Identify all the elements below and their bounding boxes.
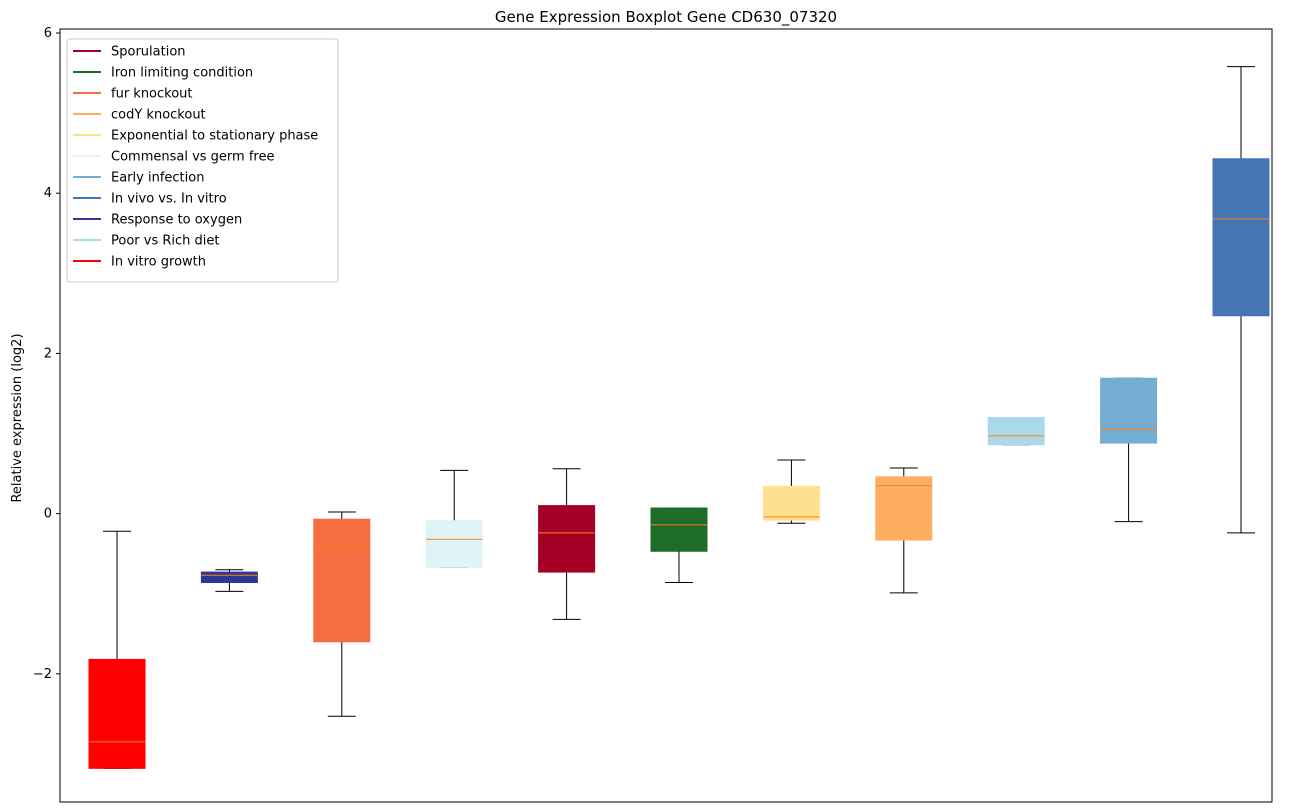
legend-label: In vitro growth [111,255,206,270]
iqr-box [88,658,146,769]
chart-title: Gene Expression Boxplot Gene CD630_07320 [495,8,837,27]
iqr-box [650,507,708,552]
box-early-infection [1100,377,1158,523]
y-tick-label: 2 [44,346,52,361]
legend-label: fur knockout [111,87,193,102]
legend: Sporulation Iron limiting condition fur kn… [66,38,339,283]
legend-label: Commensal vs germ free [111,150,274,165]
box-poor-vs-rich-diet [987,417,1045,446]
legend-frame [66,38,339,283]
iqr-box [875,476,933,541]
box-exponential-to-stationary-phase [762,459,820,524]
iqr-box [987,417,1045,446]
legend-label: Poor vs Rich diet [111,234,219,249]
legend-label: codY knockout [111,108,206,123]
iqr-box [762,485,820,521]
iqr-box [313,518,371,643]
iqr-box [1212,158,1270,317]
legend-label: In vivo vs. In vitro [111,192,227,207]
iqr-box [200,571,258,584]
y-tick-label: 6 [44,26,52,41]
box-response-to-oxygen [200,569,258,592]
legend-label: Sporulation [111,45,186,60]
legend-label: Iron limiting condition [111,66,253,81]
y-axis-label: Relative expression (log2) [10,333,25,502]
legend-label: Early infection [111,171,204,186]
boxes [88,66,1270,769]
box-fur-knockout [313,511,371,717]
box-in-vivo-vs-in-vitro [1212,66,1270,534]
y-axis: −2 0 2 4 6 [33,26,60,682]
legend-label: Response to oxygen [111,213,242,228]
legend-label: Exponential to stationary phase [111,129,318,144]
iqr-box [538,505,596,573]
box-commensal-vs-germ-free [425,469,483,568]
plot-frame [59,28,1273,803]
y-tick-label: −2 [33,667,52,682]
iqr-box [1100,377,1158,444]
box-iron-limiting-condition [650,507,708,584]
y-tick-label: 0 [44,507,52,522]
box-in-vitro-growth [88,530,146,769]
iqr-box [425,520,483,568]
y-tick-label: 4 [44,186,52,201]
box-sporulation [538,468,596,620]
box-cody-knockout [875,467,933,594]
